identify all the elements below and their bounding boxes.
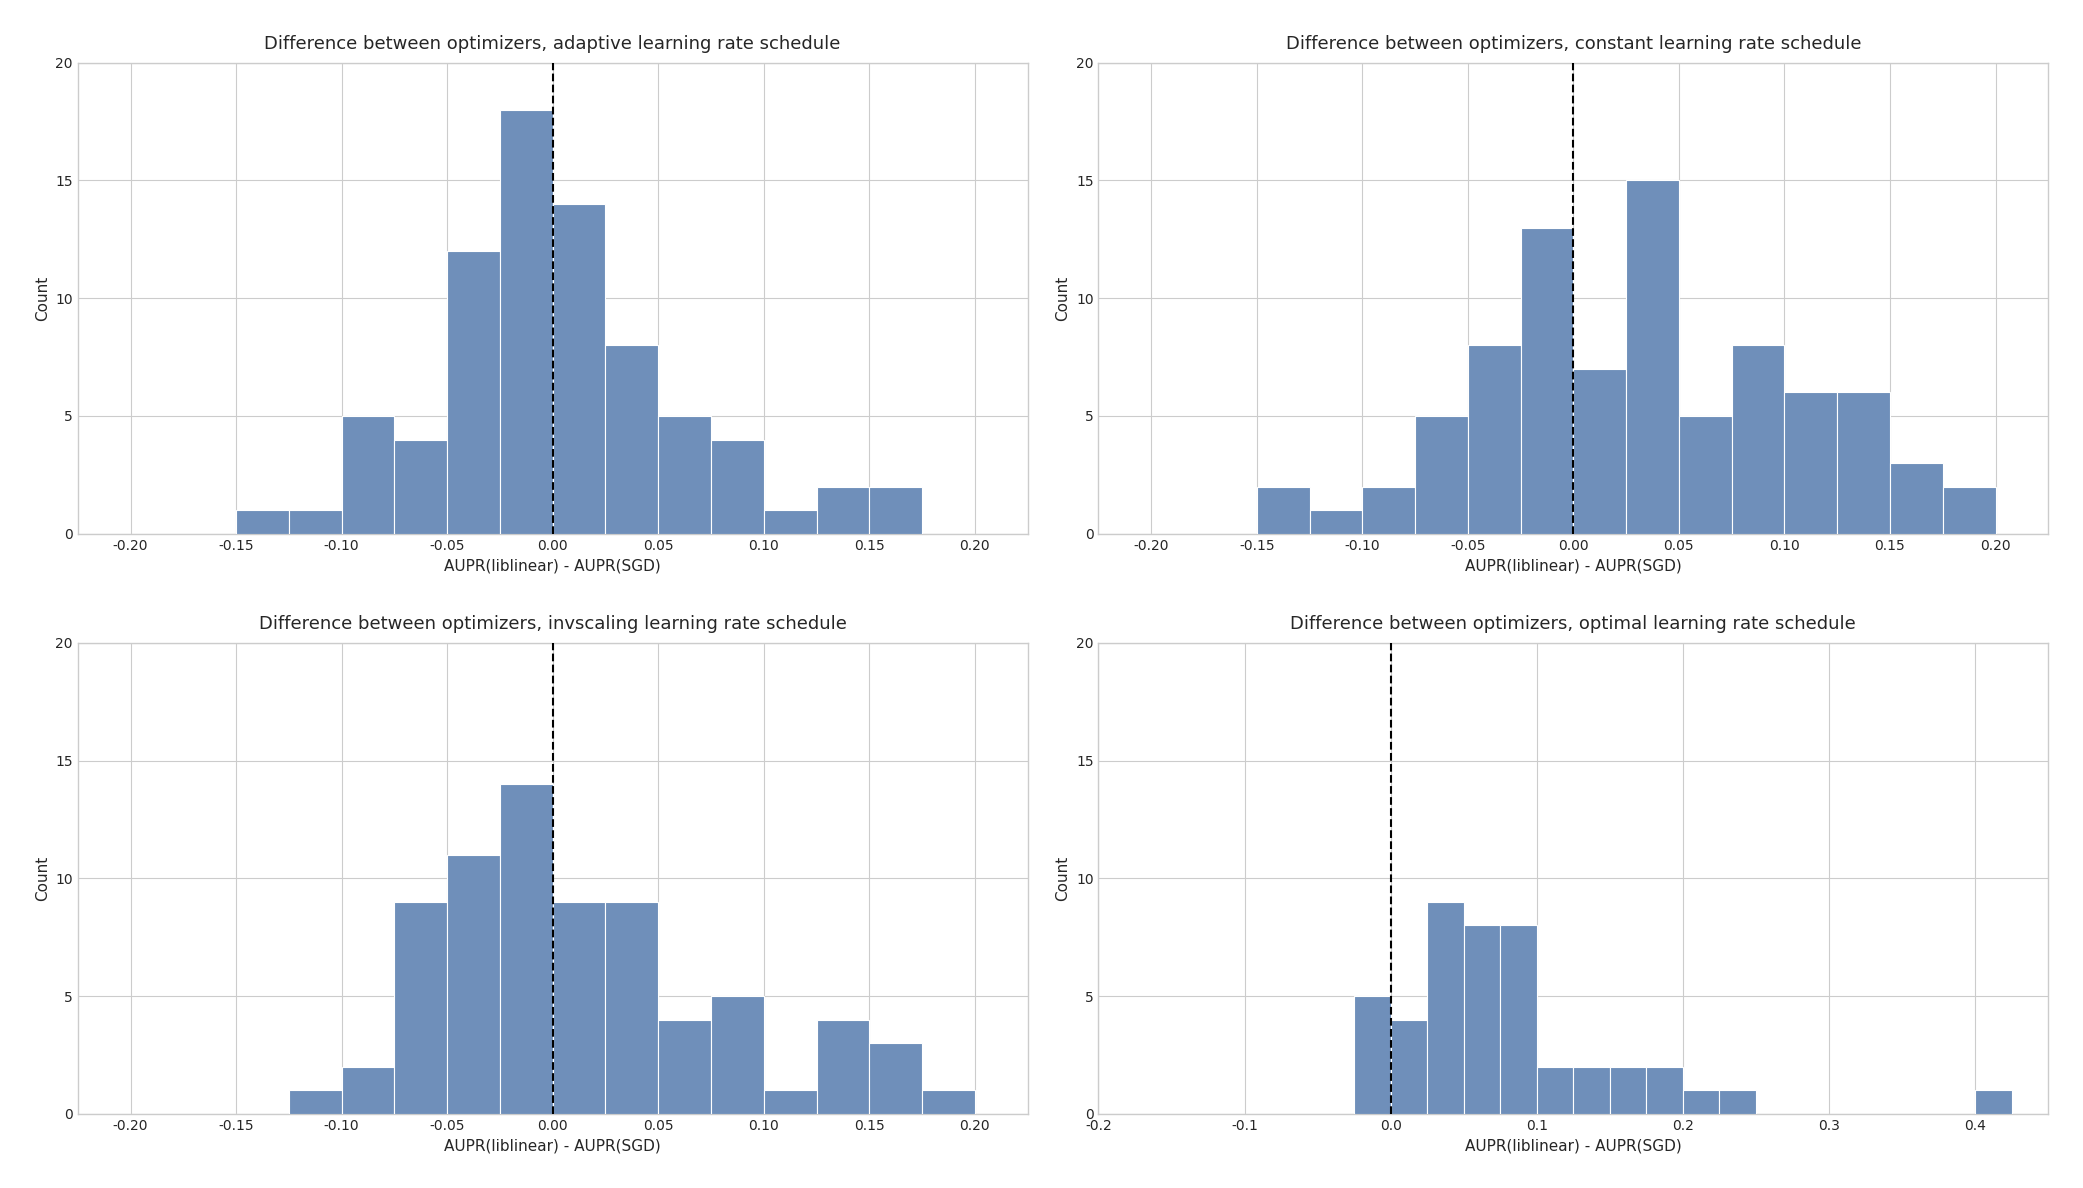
Bar <box>764 1091 817 1114</box>
X-axis label: AUPR(liblinear) - AUPR(SGD): AUPR(liblinear) - AUPR(SGD) <box>444 1138 660 1154</box>
Bar <box>1837 392 1889 533</box>
Bar <box>1362 487 1414 533</box>
Bar <box>1537 1067 1573 1114</box>
Bar <box>710 440 764 533</box>
Bar <box>658 416 710 533</box>
Bar <box>342 416 394 533</box>
Bar <box>606 902 658 1114</box>
Bar <box>394 440 448 533</box>
Bar <box>1427 902 1464 1114</box>
Bar <box>1573 1067 1610 1114</box>
Bar <box>290 510 342 533</box>
Bar <box>1500 925 1537 1114</box>
Title: Difference between optimizers, adaptive learning rate schedule: Difference between optimizers, adaptive … <box>265 34 842 52</box>
Bar <box>552 204 606 533</box>
Bar <box>1679 416 1731 533</box>
Bar <box>1785 392 1837 533</box>
Bar <box>290 1091 342 1114</box>
Bar <box>1521 228 1573 533</box>
Bar <box>923 1091 975 1114</box>
Bar <box>710 996 764 1114</box>
Bar <box>658 1019 710 1114</box>
Bar <box>1975 1091 2012 1114</box>
X-axis label: AUPR(liblinear) - AUPR(SGD): AUPR(liblinear) - AUPR(SGD) <box>444 558 660 573</box>
Y-axis label: Count: Count <box>35 855 50 901</box>
Bar <box>1718 1091 1756 1114</box>
Bar <box>500 784 552 1114</box>
Title: Difference between optimizers, optimal learning rate schedule: Difference between optimizers, optimal l… <box>1291 615 1856 633</box>
Bar <box>448 251 500 533</box>
Bar <box>1627 181 1679 533</box>
X-axis label: AUPR(liblinear) - AUPR(SGD): AUPR(liblinear) - AUPR(SGD) <box>1464 1138 1681 1154</box>
Bar <box>552 902 606 1114</box>
Bar <box>1354 996 1391 1114</box>
Bar <box>394 902 448 1114</box>
Title: Difference between optimizers, constant learning rate schedule: Difference between optimizers, constant … <box>1285 34 1860 52</box>
Bar <box>817 1019 869 1114</box>
Title: Difference between optimizers, invscaling learning rate schedule: Difference between optimizers, invscalin… <box>258 615 846 633</box>
Bar <box>764 510 817 533</box>
Y-axis label: Count: Count <box>35 276 50 321</box>
Bar <box>1256 487 1310 533</box>
Bar <box>342 1067 394 1114</box>
Bar <box>1391 1019 1427 1114</box>
Bar <box>1310 510 1362 533</box>
Bar <box>1683 1091 1718 1114</box>
Bar <box>869 487 923 533</box>
Bar <box>235 510 290 533</box>
Bar <box>448 854 500 1114</box>
Bar <box>869 1043 923 1114</box>
Y-axis label: Count: Count <box>1056 276 1071 321</box>
Bar <box>817 487 869 533</box>
Bar <box>1943 487 1996 533</box>
Bar <box>1610 1067 1646 1114</box>
Bar <box>1889 463 1943 533</box>
Bar <box>1464 925 1500 1114</box>
Bar <box>1573 368 1627 533</box>
Bar <box>1414 416 1469 533</box>
Bar <box>1646 1067 1683 1114</box>
X-axis label: AUPR(liblinear) - AUPR(SGD): AUPR(liblinear) - AUPR(SGD) <box>1464 558 1681 573</box>
Y-axis label: Count: Count <box>1056 855 1071 901</box>
Bar <box>1469 346 1521 533</box>
Bar <box>500 109 552 533</box>
Bar <box>606 346 658 533</box>
Bar <box>1731 346 1785 533</box>
